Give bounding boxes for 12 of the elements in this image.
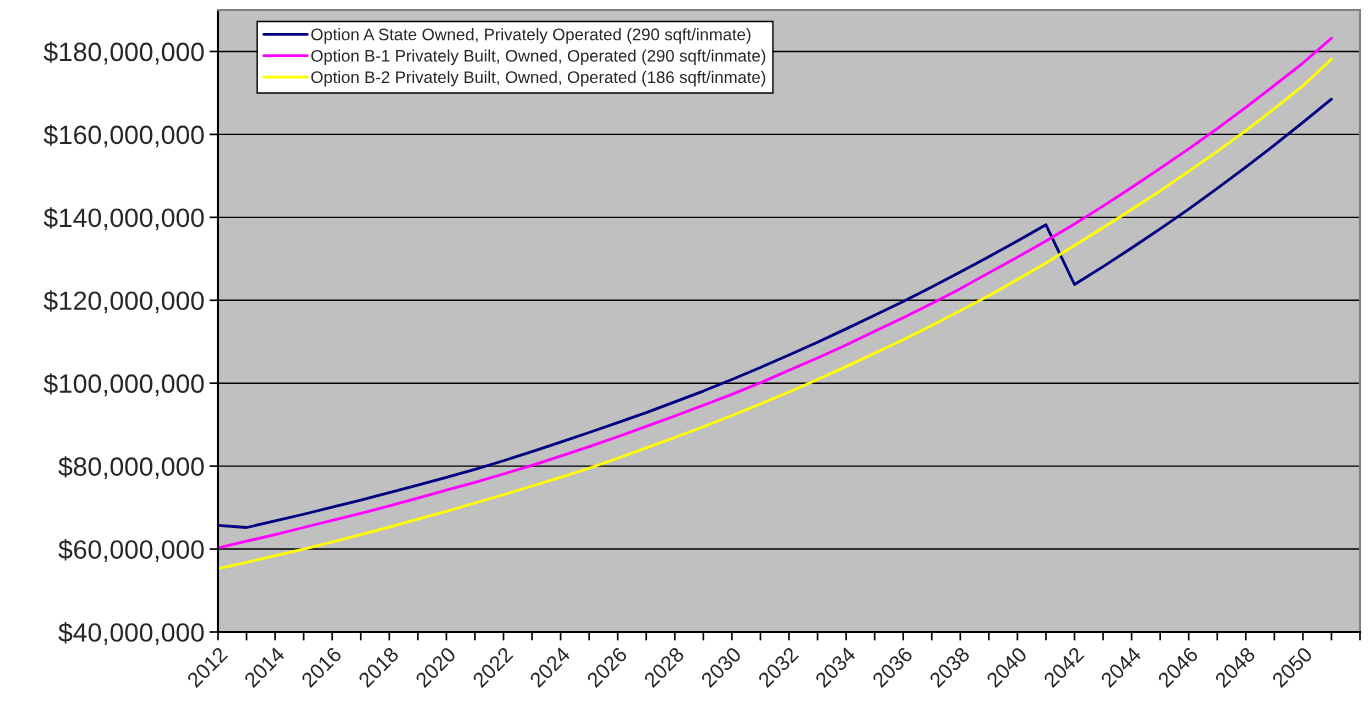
y-tick-label: $100,000,000 [43,373,204,397]
y-tick-label: $40,000,000 [58,622,204,645]
y-tick-label: $60,000,000 [58,539,204,563]
line-series [218,97,1333,529]
legend-label: Option B-1 Privately Built, Owned, Operated (290 sqft/inmate) [311,49,766,66]
legend-label: Option B-2 Privately Built, Owned, Operated (186 sqft/inmate) [311,70,766,87]
legend-label: Option A State Owned, Privately Operated (290 sqft/inmate) [311,28,751,44]
y-tick-label: $160,000,000 [43,124,204,148]
y-tick-label: $180,000,000 [43,41,204,65]
y-tick-label: $80,000,000 [58,456,204,480]
y-tick-label: $140,000,000 [43,207,204,231]
y-tick-label: $120,000,000 [43,290,204,314]
